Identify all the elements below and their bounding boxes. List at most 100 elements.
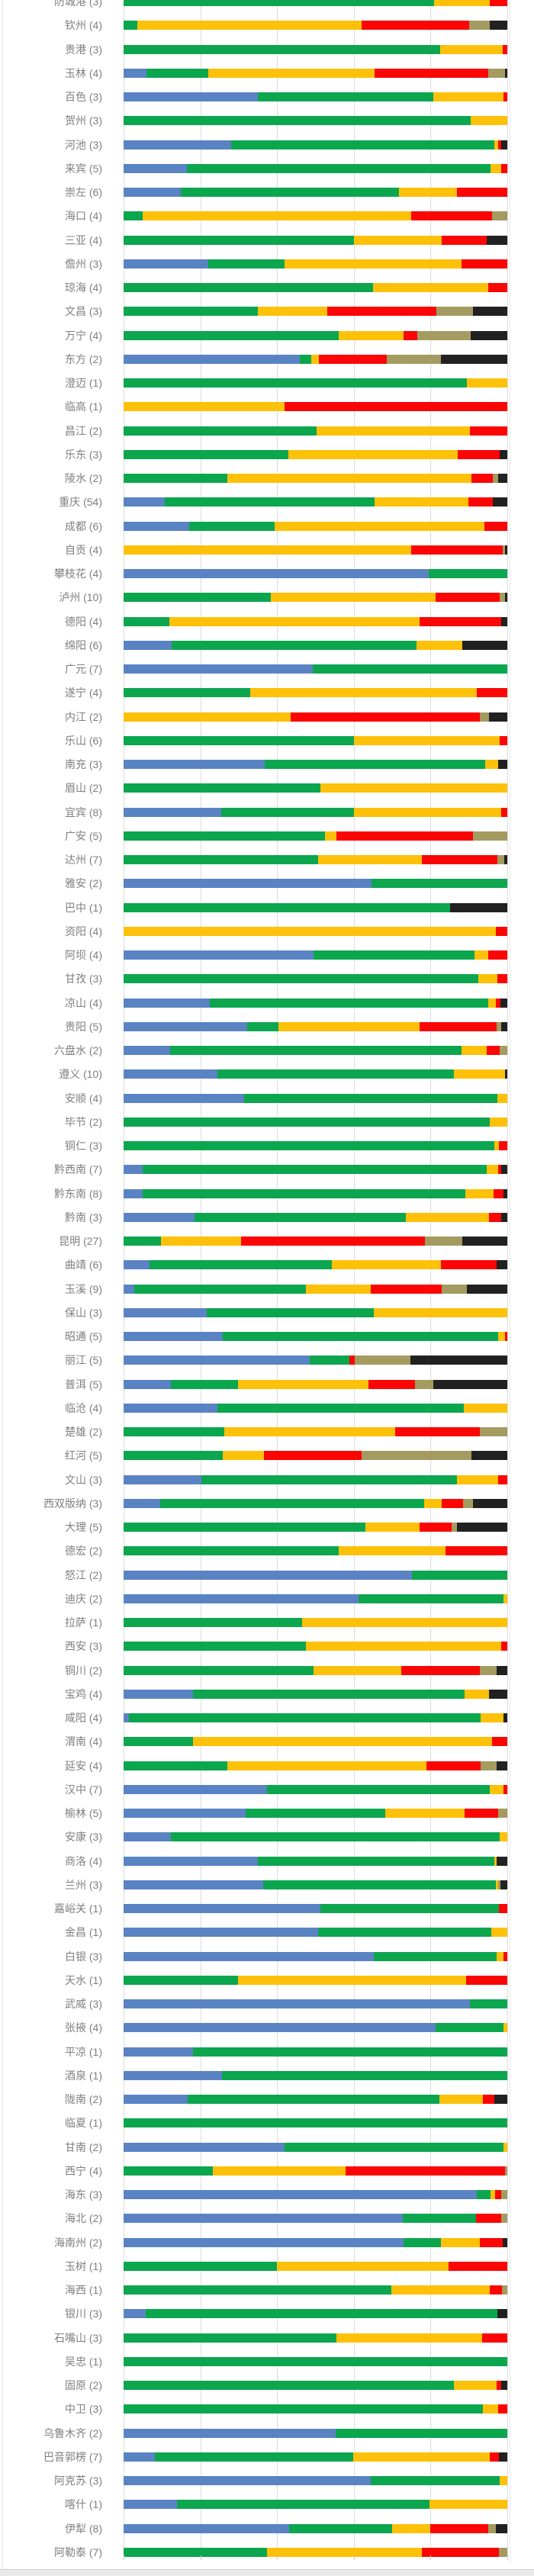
bar-row <box>124 1021 507 1031</box>
bar-segment-green <box>129 1713 481 1723</box>
bar-segment-green <box>435 2023 503 2033</box>
row-label: 西双版纳 (3) <box>43 1497 102 1510</box>
bar-segment-blue <box>124 2428 336 2438</box>
row-label: 广安 (5) <box>65 829 102 842</box>
row-label: 遂宁 (4) <box>65 687 102 699</box>
bar-row <box>124 1451 507 1461</box>
bar-segment-red <box>319 354 388 364</box>
row-label: 广元 (7) <box>65 663 102 676</box>
bar-segment-green <box>124 1451 224 1461</box>
bar-segment-yellow <box>317 426 470 436</box>
row-label: 文山 (3) <box>65 1473 102 1486</box>
bar-segment-red <box>479 2237 503 2247</box>
bar-segment-green <box>188 2095 439 2105</box>
bar-segment-black <box>498 760 507 770</box>
bar-row <box>124 2023 507 2033</box>
bar-segment-black <box>496 2523 507 2533</box>
bar-segment-yellow <box>497 1332 505 1342</box>
bar-row <box>124 2261 507 2271</box>
row-label: 玉溪 (9) <box>65 1282 102 1295</box>
bar-segment-yellow <box>503 2023 507 2033</box>
bar-segment-yellow <box>405 1212 490 1222</box>
bar-segment-yellow <box>495 1880 498 1889</box>
bar-segment-yellow <box>353 2452 491 2462</box>
bar-segment-red <box>500 163 507 173</box>
bar-segment-red <box>422 2547 499 2557</box>
bar-segment-blue <box>124 1570 413 1580</box>
bar-segment-red <box>426 1761 481 1770</box>
bar-row <box>124 2333 507 2343</box>
bar-segment-green <box>171 640 417 650</box>
row-label: 白银 (3) <box>65 1950 102 1963</box>
bar-segment-black <box>504 545 507 555</box>
row-label: 海北 (2) <box>65 2212 102 2225</box>
bar-row <box>124 664 507 674</box>
bar-segment-blue <box>124 569 429 579</box>
bar-segment-green <box>217 1069 454 1079</box>
bar-row <box>124 1618 507 1628</box>
bar-segment-black <box>502 2237 507 2247</box>
row-label: 汉中 (7) <box>65 1783 102 1796</box>
row-label: 遵义 (10) <box>59 1068 102 1081</box>
bar-segment-blue <box>124 521 189 531</box>
bar-segment-red <box>489 2285 502 2295</box>
row-label: 自贡 (4) <box>65 543 102 556</box>
bar-segment-green <box>146 2309 498 2319</box>
bar-segment-yellow <box>439 44 503 54</box>
row-label: 资阳 (4) <box>65 925 102 937</box>
bar-segment-blue <box>124 1928 319 1938</box>
row-label: 安康 (3) <box>65 1831 102 1844</box>
bar-segment-yellow <box>457 1475 498 1484</box>
bar-row <box>124 616 507 626</box>
bar-segment-black <box>496 1260 507 1270</box>
row-label: 黔南 (3) <box>65 1211 102 1224</box>
row-label: 凉山 (4) <box>65 996 102 1009</box>
bar-row <box>124 2476 507 2486</box>
bar-segment-green <box>170 1379 238 1389</box>
bar-segment-red <box>449 2261 507 2271</box>
bar-segment-yellow <box>278 1021 420 1031</box>
bar-segment-olive <box>500 2214 507 2224</box>
bar-segment-olive <box>497 1880 500 1889</box>
row-label: 雅安 (2) <box>65 877 102 890</box>
bar-segment-green <box>258 92 433 101</box>
bar-segment-yellow <box>124 712 291 722</box>
bar-segment-yellow <box>486 1165 498 1175</box>
bar-segment-yellow <box>314 1665 401 1675</box>
bar-segment-red <box>501 807 507 817</box>
bar-segment-yellow <box>332 1260 441 1270</box>
bar-row <box>124 1165 507 1175</box>
bar-segment-green <box>258 1856 494 1866</box>
bar-row <box>124 2166 507 2176</box>
bar-segment-blue <box>124 497 165 507</box>
bar-segment-green <box>267 1784 490 1794</box>
bar-segment-red <box>240 1237 426 1246</box>
bar-row <box>124 2237 507 2247</box>
bar-segment-black <box>503 1188 507 1198</box>
bar-segment-green <box>177 2500 430 2510</box>
bar-segment-green <box>124 735 354 745</box>
row-label: 伊犁 (8) <box>65 2522 102 2535</box>
bar-segment-blue <box>124 2214 403 2224</box>
bar-segment-yellow <box>494 140 498 150</box>
bar-row <box>124 474 507 484</box>
bar-row <box>124 1403 507 1413</box>
bar-row <box>124 1832 507 1842</box>
bar-segment-olive <box>479 712 489 722</box>
bar-segment-green <box>221 807 355 817</box>
row-label: 河池 (3) <box>65 138 102 151</box>
bar-segment-black <box>503 1713 507 1723</box>
bar-row <box>124 2070 507 2080</box>
bar-segment-blue <box>124 1379 171 1389</box>
bar-segment-olive <box>487 68 505 78</box>
bar-segment-red <box>502 44 507 54</box>
row-label: 昆明 (27) <box>59 1235 102 1248</box>
bar-segment-green <box>124 2285 392 2295</box>
row-label: 铜川 (2) <box>65 1664 102 1677</box>
bar-segment-yellow <box>374 497 468 507</box>
bar-segment-green <box>428 569 507 579</box>
bar-segment-blue <box>124 1713 130 1723</box>
bar-segment-green <box>124 21 137 31</box>
row-label: 绵阳 (6) <box>65 638 102 651</box>
bar-row <box>124 879 507 889</box>
